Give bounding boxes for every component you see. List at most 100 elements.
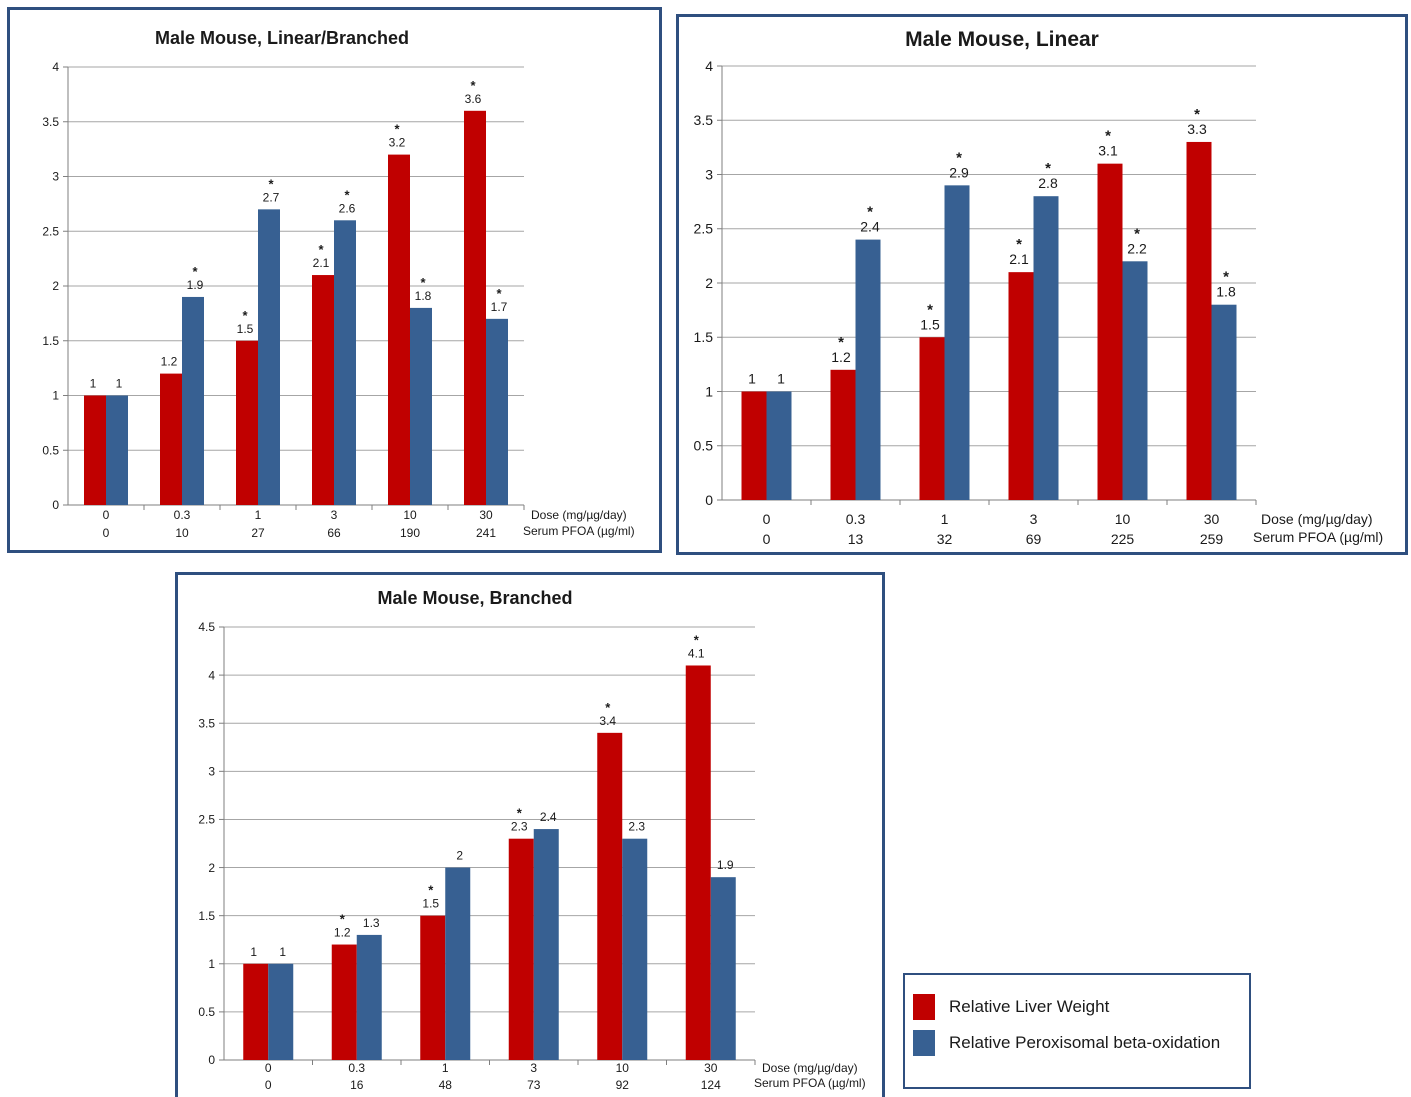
bar-liver-weight [243, 964, 268, 1060]
row-label-dose: Dose (mg/µg/day) [531, 508, 627, 522]
y-tick-label: 2 [208, 861, 215, 875]
x-tick-label-dose: 0.3 [846, 511, 866, 527]
y-tick-label: 1.5 [42, 334, 59, 348]
x-tick-label-dose: 30 [479, 508, 493, 522]
data-label: 2.4 [540, 810, 557, 824]
bar-liver-weight [160, 374, 182, 505]
y-tick-label: 3.5 [42, 115, 59, 129]
data-label: 1 [90, 377, 97, 391]
significance-star: * [694, 632, 700, 647]
significance-star: * [340, 912, 346, 927]
bar-liver-weight [597, 733, 622, 1060]
x-tick-label-dose: 1 [442, 1061, 449, 1075]
y-tick-label: 2 [52, 279, 59, 293]
chart-panel-linear: Male Mouse, Linear 0 0.5 1 1.5 2 2.5 3 3.5 4 1 1 0 0 1… [676, 14, 1408, 555]
data-label: 1 [279, 945, 286, 959]
y-tick-label: 4 [705, 58, 713, 74]
legend-item-peroxisomal: Relative Peroxisomal beta-oxidation [913, 1030, 1220, 1056]
data-label: 2.7 [263, 190, 280, 204]
y-tick-label: 3.5 [198, 716, 215, 730]
bar-liver-weight [312, 275, 334, 505]
data-label: 3.6 [465, 92, 482, 106]
y-tick-label: 1 [52, 389, 59, 403]
x-tick-label-dose: 30 [704, 1061, 718, 1075]
x-tick-label-serum: 13 [848, 531, 864, 547]
data-label: 2.6 [339, 201, 356, 215]
bar-liver-weight [686, 665, 711, 1060]
row-label-serum: Serum PFOA (µg/ml) [523, 524, 635, 538]
bar-liver-weight [1009, 272, 1034, 500]
y-tick-label: 2.5 [198, 813, 215, 827]
data-label: 2.3 [628, 820, 645, 834]
y-tick-label: 0 [208, 1053, 215, 1067]
significance-star: * [242, 308, 248, 323]
y-tick-label: 3 [52, 170, 59, 184]
significance-star: * [956, 149, 962, 166]
data-label: 1.2 [334, 926, 351, 940]
bar-peroxisomal [534, 829, 559, 1060]
data-label: 3.2 [389, 136, 406, 150]
bar-liver-weight [742, 392, 767, 501]
bar-peroxisomal [1212, 305, 1237, 500]
x-tick-label-serum: 66 [327, 526, 341, 540]
row-label-serum: Serum PFOA (µg/ml) [754, 1076, 866, 1090]
legend-swatch-liver [913, 994, 935, 1020]
bar-liver-weight [1098, 164, 1123, 500]
data-label: 4.1 [688, 646, 705, 660]
x-tick-label-serum: 32 [937, 531, 953, 547]
x-tick-label-serum: 124 [701, 1078, 721, 1092]
chart-panel-linear-branched: Male Mouse, Linear/Branched 0 0.5 1 1.5 2 2.5 3… [7, 7, 662, 553]
y-tick-label: 0.5 [694, 438, 714, 454]
significance-star: * [838, 334, 844, 351]
row-label-serum: Serum PFOA (µg/ml) [1253, 529, 1383, 545]
significance-star: * [470, 78, 476, 93]
y-tick-label: 3 [705, 166, 713, 182]
y-tick-label: 0.5 [198, 1005, 215, 1019]
bar-peroxisomal [622, 839, 647, 1060]
y-tick-label: 2 [705, 275, 713, 291]
x-tick-label-dose: 3 [530, 1061, 537, 1075]
bar-liver-weight [236, 341, 258, 505]
data-label: 1.5 [920, 316, 940, 332]
data-label: 2.9 [949, 164, 969, 180]
x-tick-label-dose: 10 [616, 1061, 630, 1075]
chart-title: Male Mouse, Linear/Branched [155, 28, 409, 48]
significance-star: * [1045, 160, 1051, 177]
bar-peroxisomal [334, 220, 356, 505]
significance-star: * [867, 204, 873, 221]
data-label: 2.2 [1127, 240, 1147, 256]
x-tick-label-serum: 73 [527, 1078, 541, 1092]
significance-star: * [428, 883, 434, 898]
bar-liver-weight [1187, 142, 1212, 500]
x-tick-label-dose: 3 [331, 508, 338, 522]
x-tick-label-serum: 16 [350, 1078, 364, 1092]
bar-peroxisomal [486, 319, 508, 505]
x-tick-label-serum: 241 [476, 526, 496, 540]
x-tick-label-dose: 3 [1030, 511, 1038, 527]
legend-item-liver-weight: Relative Liver Weight [913, 994, 1109, 1020]
y-tick-label: 1.5 [694, 329, 714, 345]
bar-liver-weight [420, 916, 445, 1060]
bar-peroxisomal [258, 209, 280, 505]
bar-liver-weight [84, 396, 106, 506]
significance-star: * [1016, 236, 1022, 253]
y-tick-label: 4 [208, 668, 215, 682]
y-tick-label: 4.5 [198, 620, 215, 634]
data-label: 2 [456, 849, 463, 863]
x-tick-label-serum: 0 [763, 531, 771, 547]
x-tick-label-serum: 0 [265, 1078, 272, 1092]
x-tick-label-serum: 0 [103, 526, 110, 540]
significance-star: * [1194, 106, 1200, 123]
x-tick-label-serum: 10 [175, 526, 189, 540]
data-label: 1.7 [491, 300, 508, 314]
bar-liver-weight [388, 155, 410, 505]
data-label: 2.3 [511, 820, 528, 834]
data-label: 1.8 [1216, 284, 1236, 300]
chart-panel-branched: Male Mouse, Branched 0 0.5 1 1.5 2 2.5 3 3.5 4 4.5… [175, 572, 885, 1097]
bar-peroxisomal [767, 392, 792, 501]
y-tick-label: 3 [208, 765, 215, 779]
significance-star: * [394, 122, 400, 137]
x-tick-label-serum: 27 [251, 526, 265, 540]
bar-liver-weight [831, 370, 856, 500]
bar-peroxisomal [106, 396, 128, 506]
